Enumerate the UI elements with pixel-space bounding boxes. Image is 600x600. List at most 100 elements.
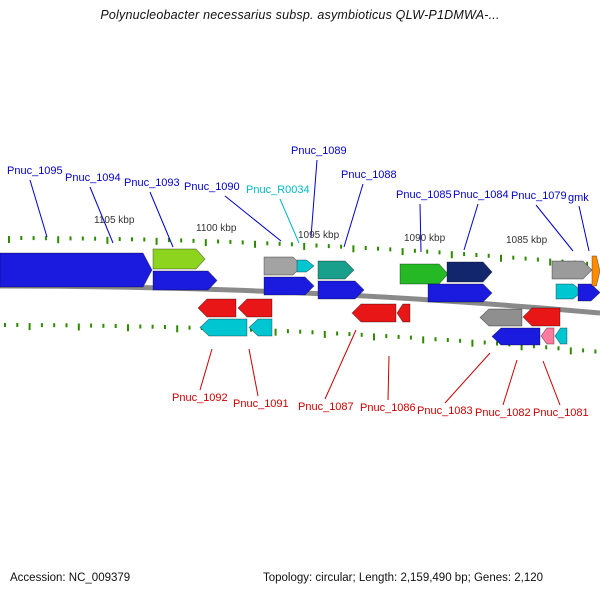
gene-arrow-reverse[interactable] (199, 318, 248, 337)
ruler-tick (459, 338, 462, 343)
genome-map (0, 159, 600, 406)
ruler-tick (266, 241, 269, 246)
ruler-tick (286, 329, 289, 334)
ruler-tick (557, 346, 560, 351)
gene-label-Pnuc_1084[interactable]: Pnuc_1084 (453, 189, 509, 201)
ruler-tick (254, 240, 256, 248)
ruler-tick (180, 238, 183, 243)
ruler-tick (532, 344, 535, 349)
gene-arrow-reverse[interactable] (351, 303, 397, 323)
ruler-tick (586, 261, 589, 266)
ruler-tick (471, 339, 474, 347)
ruler-tick (40, 323, 43, 328)
gene-arrow-forward[interactable] (399, 263, 449, 285)
ruler-tick (204, 239, 207, 247)
ruler-tick (77, 323, 80, 331)
gene-label-Pnuc_1085[interactable]: Pnuc_1085 (396, 189, 452, 201)
ruler-tick (549, 258, 552, 266)
ruler-tick (409, 335, 412, 340)
ruler-tick (176, 325, 179, 333)
ruler-tick (229, 239, 232, 244)
label-leader-line (149, 191, 174, 248)
label-leader-line (542, 360, 561, 406)
gene-arrow-forward[interactable] (317, 260, 355, 280)
ruler-tick (151, 324, 154, 329)
gene-label-Pnuc_R0034[interactable]: Pnuc_R0034 (246, 184, 310, 196)
label-leader-line (279, 198, 300, 244)
gene-label-Pnuc_1092[interactable]: Pnuc_1092 (172, 392, 228, 404)
gene-arrow-reverse[interactable] (479, 308, 523, 327)
gene-label-Pnuc_1093[interactable]: Pnuc_1093 (124, 177, 180, 189)
ruler-tick (438, 250, 441, 255)
gene-label-Pnuc_1095[interactable]: Pnuc_1095 (7, 165, 63, 177)
ruler-tick (594, 349, 597, 354)
gene-arrow-forward[interactable] (551, 260, 593, 280)
gene-arrow-forward[interactable] (0, 252, 153, 288)
gene-label-Pnuc_1087[interactable]: Pnuc_1087 (298, 401, 354, 413)
ruler-tick (32, 236, 35, 241)
gene-arrow-forward[interactable] (317, 280, 365, 300)
gene-arrow-forward[interactable] (555, 283, 583, 300)
gene-label-Pnuc_1083[interactable]: Pnuc_1083 (417, 405, 473, 417)
gene-label-Pnuc_1082[interactable]: Pnuc_1082 (475, 407, 531, 419)
ruler-tick (44, 236, 47, 241)
ruler-tick (139, 324, 142, 329)
gene-arrow-reverse[interactable] (554, 327, 568, 345)
gene-arrow-reverse[interactable] (248, 318, 273, 337)
ruler-tick (16, 323, 19, 327)
ruler-tick (106, 236, 109, 244)
gene-arrow-reverse[interactable] (540, 327, 555, 345)
ruler-tick (364, 246, 367, 250)
gene-label-Pnuc_1090[interactable]: Pnuc_1090 (184, 181, 240, 193)
ruler-tick (524, 256, 527, 261)
ruler-tick (352, 245, 355, 253)
gene-arrow-reverse[interactable] (237, 298, 273, 318)
label-leader-line (444, 352, 491, 404)
gene-arrow-forward[interactable] (152, 248, 206, 270)
ruler-tick (500, 254, 502, 262)
ruler-tick (401, 248, 404, 256)
ruler-tick (217, 239, 220, 244)
ruler-tick (241, 240, 244, 245)
ruler-tick (69, 236, 72, 241)
ruler-tick (397, 334, 400, 339)
gene-arrow-forward[interactable] (577, 283, 600, 302)
gene-arrow-forward[interactable] (591, 255, 600, 287)
ruler-tick (487, 253, 490, 258)
gene-arrow-forward[interactable] (263, 256, 303, 276)
ruler-tick (311, 330, 314, 335)
ruler-ticks-top (8, 236, 589, 266)
gene-arrow-forward[interactable] (446, 261, 493, 283)
gene-label-Pnuc_1091[interactable]: Pnuc_1091 (233, 398, 289, 410)
label-leader-lines (29, 159, 590, 406)
gene-label-Pnuc_1079[interactable]: Pnuc_1079 (511, 190, 567, 202)
gene-arrow-forward[interactable] (296, 259, 315, 273)
ruler-tick (434, 337, 437, 342)
ruler-tick (323, 330, 326, 338)
ruler-tick (163, 325, 166, 329)
gene-arrow-forward[interactable] (427, 283, 493, 303)
gene-arrow-forward[interactable] (152, 270, 218, 291)
gene-arrow-forward[interactable] (263, 276, 315, 296)
gene-arrow-reverse[interactable] (197, 298, 237, 318)
gene-arrow-reverse[interactable] (491, 327, 541, 346)
ruler-tick (348, 332, 351, 337)
gene-label-Pnuc_1086[interactable]: Pnuc_1086 (360, 402, 416, 414)
accession-text: Accession: NC_009379 (10, 572, 131, 584)
ruler-tick (131, 237, 133, 242)
label-leader-line (387, 355, 390, 401)
gene-label-Pnuc_1081[interactable]: Pnuc_1081 (533, 407, 589, 419)
label-leader-line (343, 183, 364, 248)
gene-arrow-reverse[interactable] (396, 303, 411, 323)
label-leader-line (324, 329, 357, 400)
gene-label-gmk[interactable]: gmk (568, 192, 589, 204)
gene-label-Pnuc_1089[interactable]: Pnuc_1089 (291, 145, 347, 157)
ruler-tick (373, 333, 375, 341)
label-leader-line (463, 203, 479, 251)
gene-arrow-reverse[interactable] (522, 307, 561, 327)
ruler-tick (385, 334, 388, 339)
ruler-tick (475, 253, 478, 257)
gene-label-Pnuc_1088[interactable]: Pnuc_1088 (341, 169, 397, 181)
gene-label-Pnuc_1094[interactable]: Pnuc_1094 (65, 172, 121, 184)
label-leader-line (502, 359, 518, 406)
